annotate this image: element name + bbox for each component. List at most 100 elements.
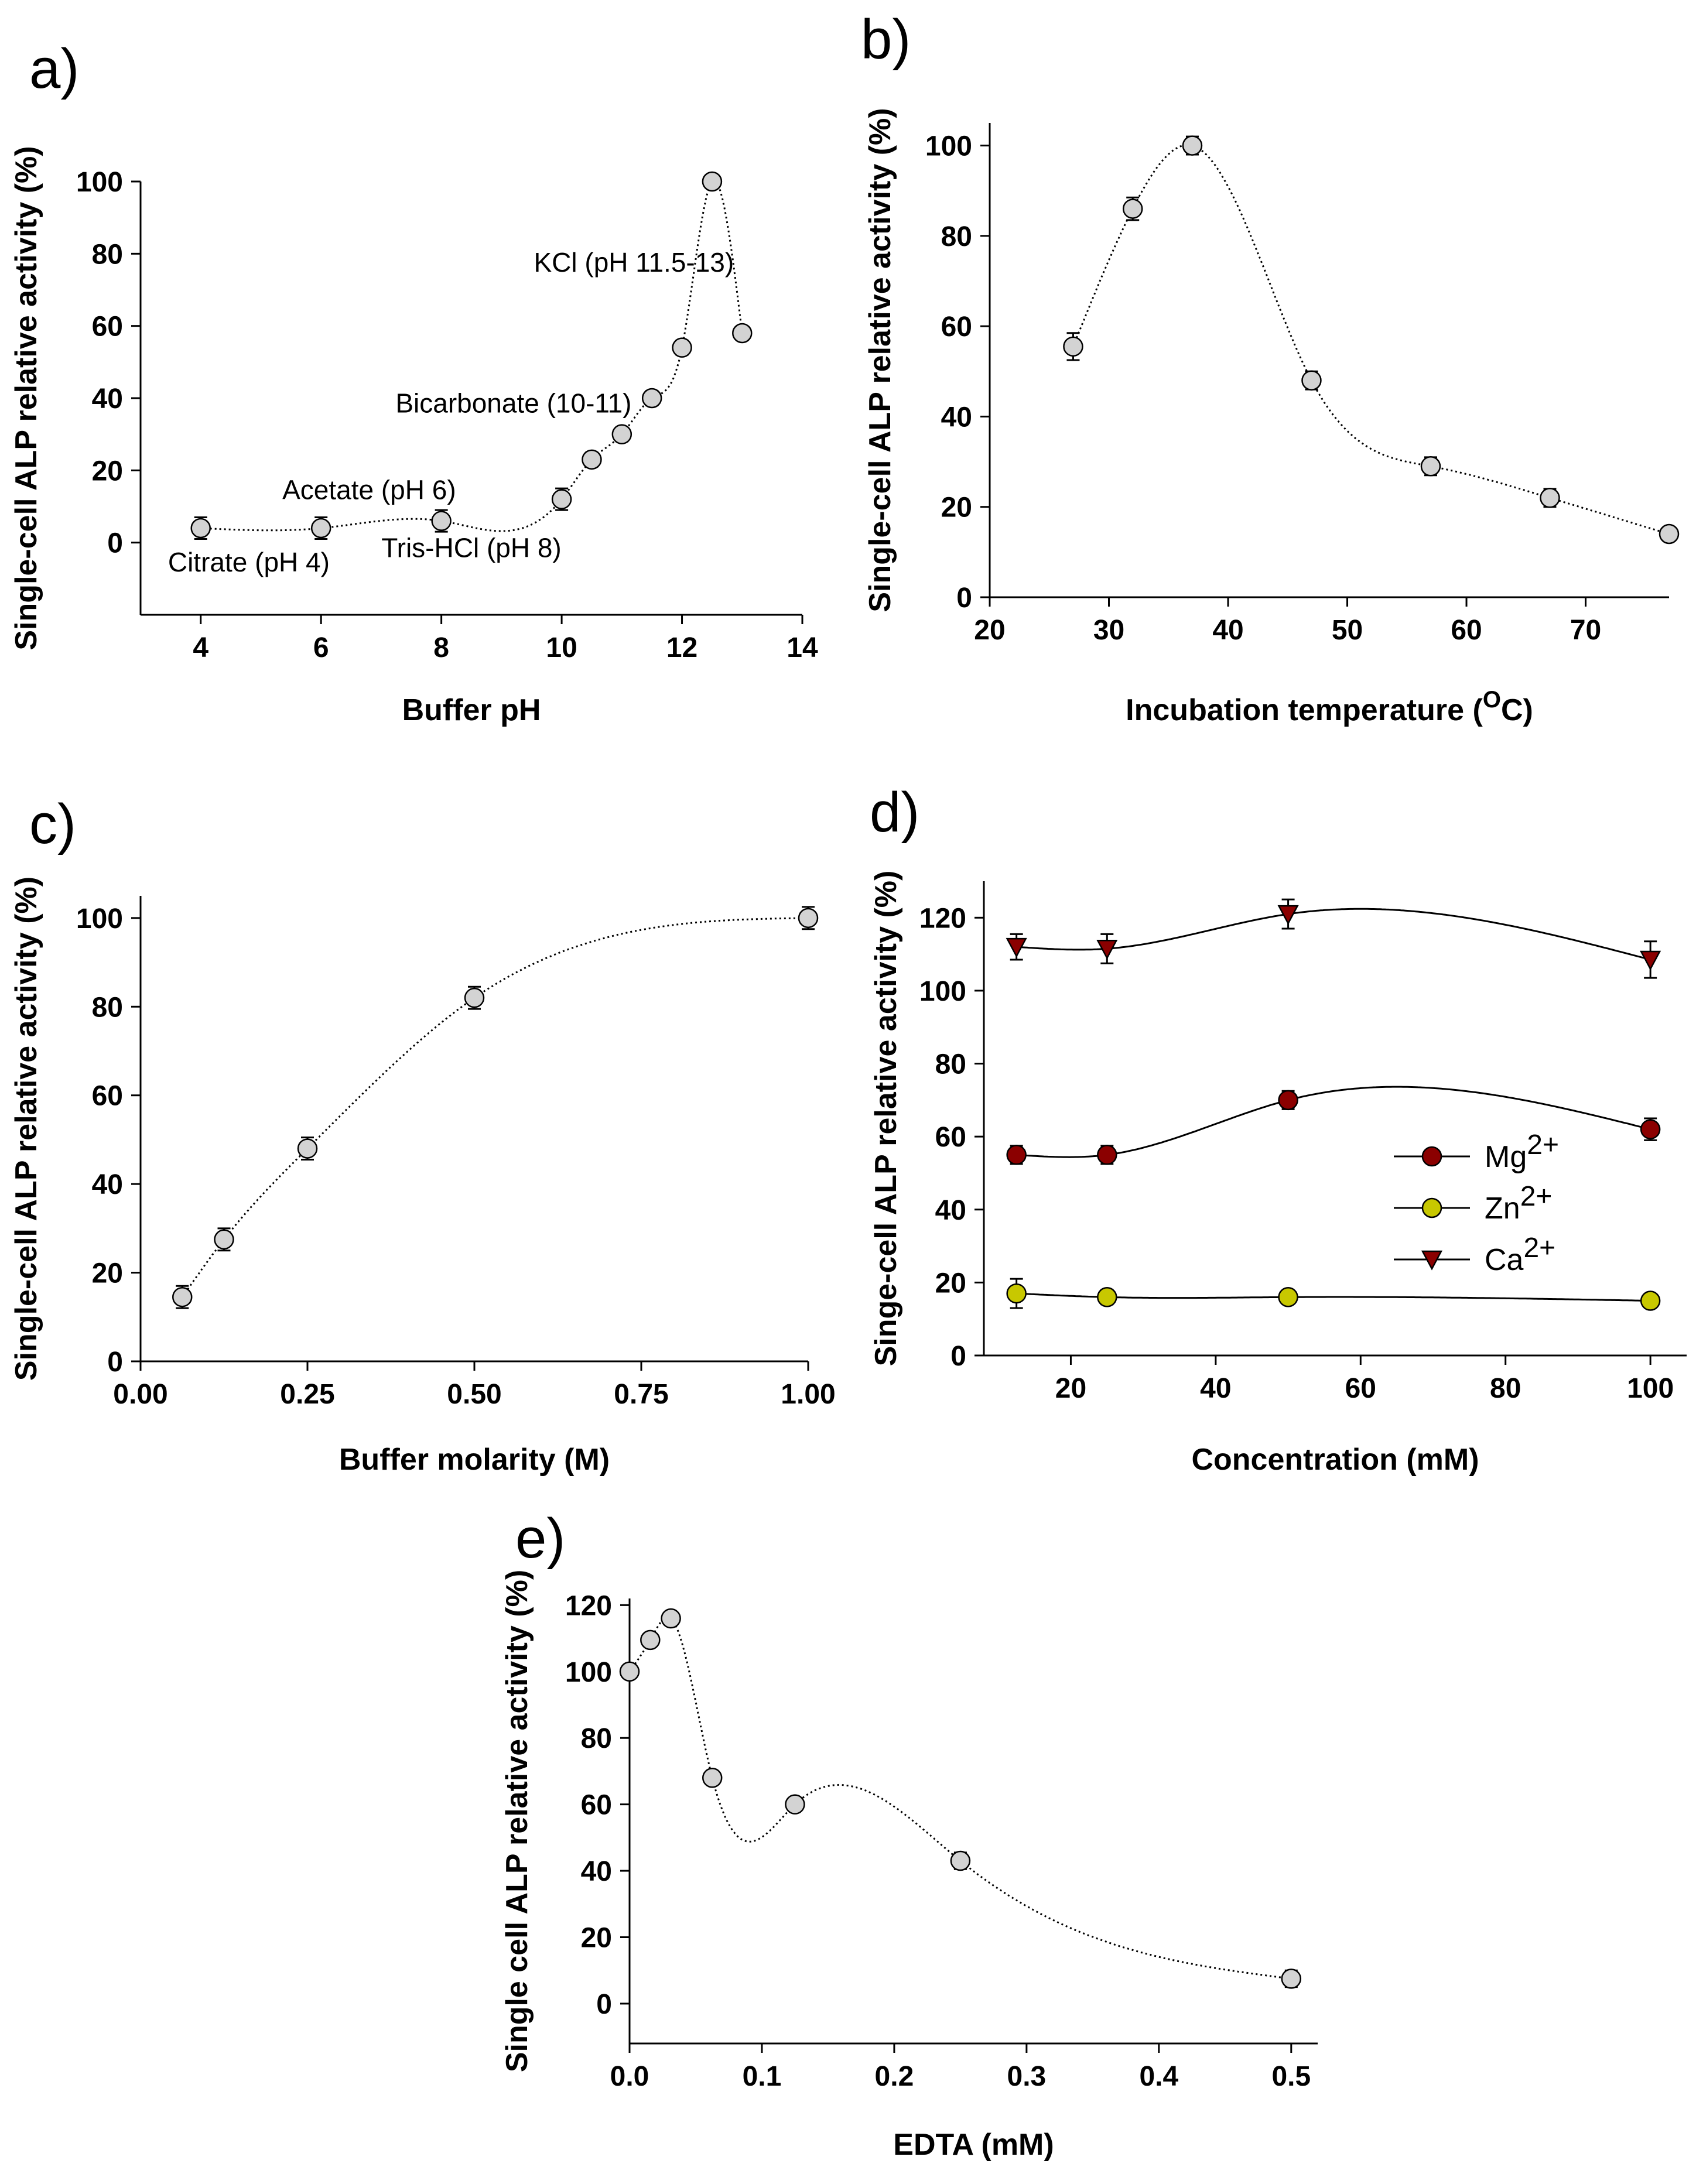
data-point: [611, 424, 632, 444]
series-line-0: [200, 179, 743, 532]
x-tick-label: 30: [1093, 615, 1124, 646]
y-tick-label: 80: [581, 1723, 612, 1754]
annotation: Acetate (pH 6): [282, 475, 456, 505]
x-tick-label: 0.5: [1271, 2061, 1311, 2092]
x-tick-label: 80: [1490, 1373, 1521, 1404]
x-tick-label: 0.00: [113, 1379, 167, 1410]
y-axis-title: Singe-cell ALP relative activity (%): [869, 871, 903, 1367]
x-tick-label: 40: [1200, 1373, 1231, 1404]
x-tick-label: 1.00: [781, 1379, 835, 1410]
y-axis-title: Single-cell ALP relative activity (%): [9, 877, 43, 1381]
legend-marker: [1421, 1250, 1443, 1271]
x-tick-label: 20: [1055, 1373, 1086, 1404]
legend-sup: 2+: [1527, 1129, 1559, 1161]
data-point: [464, 987, 485, 1008]
data-point: [190, 518, 211, 539]
data-point: [310, 518, 331, 539]
y-tick-label: 40: [941, 402, 972, 433]
x-tick-label: 10: [546, 632, 577, 663]
series-line-0: [1072, 143, 1670, 535]
data-point: [641, 388, 662, 409]
data-point: [672, 337, 692, 358]
data-point: [950, 1850, 971, 1871]
x-tick-label: 4: [193, 632, 208, 663]
data-point: [1006, 1145, 1027, 1165]
legend-label: Ca2+: [1485, 1233, 1555, 1277]
y-tick-label: 100: [919, 976, 966, 1007]
y-tick-label: 20: [92, 1258, 123, 1289]
legend-label: Zn2+: [1485, 1181, 1552, 1225]
legend-name: Zn: [1485, 1192, 1520, 1225]
data-point: [1122, 198, 1143, 219]
y-tick-label: 100: [565, 1657, 612, 1688]
x-tick-label: 0.50: [447, 1379, 501, 1410]
x-tick-label: 0.4: [1139, 2061, 1178, 2092]
y-axis-title: Single cell ALP relative activity (%): [500, 1570, 534, 2072]
y-tick-label: 40: [92, 1169, 123, 1200]
data-point: [798, 908, 819, 929]
y-tick-label: 120: [919, 903, 966, 934]
y-tick-label: 0: [956, 583, 972, 614]
y-tick-label: 120: [565, 1590, 612, 1621]
data-point: [1277, 905, 1299, 925]
y-tick-label: 60: [935, 1122, 966, 1153]
y-tick-label: 100: [76, 903, 123, 934]
x-tick-label: 14: [787, 632, 818, 663]
annotation: Citrate (pH 4): [168, 547, 330, 577]
y-tick-label: 0: [596, 1989, 612, 2020]
data-point: [619, 1661, 640, 1682]
panel-label: c): [29, 793, 76, 855]
x-tick-label: 40: [1212, 615, 1243, 646]
panel-label: a): [29, 37, 79, 100]
data-point: [1540, 488, 1560, 508]
y-tick-label: 80: [92, 992, 123, 1023]
data-point: [702, 171, 723, 192]
x-tick-label: 0.3: [1007, 2061, 1047, 2092]
x-tick-label: 100: [1627, 1373, 1674, 1404]
data-point: [431, 511, 452, 531]
data-point: [551, 489, 572, 509]
data-point: [582, 449, 602, 470]
data-point: [702, 1768, 723, 1788]
x-title-part: Incubation temperature (: [1126, 693, 1483, 727]
x-tick-label: 20: [974, 615, 1005, 646]
x-tick-label: 60: [1451, 615, 1482, 646]
panel-label: b): [861, 8, 911, 71]
legend-name: Mg: [1485, 1140, 1527, 1174]
y-tick-label: 20: [92, 456, 123, 487]
x-tick-label: 0.2: [875, 2061, 914, 2092]
panel-label: d): [870, 781, 919, 844]
y-tick-label: 40: [935, 1195, 966, 1226]
y-tick-label: 100: [76, 167, 123, 198]
y-tick-label: 0: [107, 1347, 123, 1378]
y-axis-title: Single-cell ALP relative activity (%): [9, 146, 43, 650]
data-point: [785, 1794, 805, 1815]
y-tick-label: 60: [581, 1790, 612, 1821]
legend-sup: 2+: [1523, 1233, 1555, 1264]
legend-marker: [1421, 1146, 1442, 1167]
data-point: [661, 1608, 681, 1629]
annotation: KCl (pH 11.5-13): [534, 247, 734, 278]
panel-3: 0 20 40 60 80 100 120 20 40 60 80 100 d) Concentratio…: [869, 781, 1687, 1477]
y-tick-label: 0: [107, 528, 123, 559]
series-line-0: [1016, 1086, 1651, 1158]
data-point: [1301, 370, 1322, 391]
y-tick-label: 20: [941, 492, 972, 523]
data-point: [1281, 1969, 1302, 1989]
data-point: [1640, 1290, 1661, 1311]
legend-marker: [1421, 1197, 1442, 1218]
data-point: [214, 1229, 234, 1250]
legend-label: Mg2+: [1485, 1129, 1559, 1174]
x-title-sup: O: [1483, 687, 1501, 713]
data-point: [1006, 937, 1027, 958]
panel-0: 0 20 40 60 80 100 4 6 8 10 12 14 a) Buffer pH Single-c…: [9, 37, 818, 727]
data-point: [1659, 523, 1680, 545]
x-axis-title: Buffer pH: [402, 693, 541, 727]
y-tick-label: 60: [92, 311, 123, 343]
panel-4: 0 20 40 60 80 100 120 0.0 0.1 0.2 0.3 0.4 0.5 e) EDTA …: [500, 1507, 1318, 2162]
x-tick-label: 60: [1345, 1373, 1376, 1404]
data-point: [640, 1630, 661, 1651]
y-tick-label: 20: [935, 1268, 966, 1299]
